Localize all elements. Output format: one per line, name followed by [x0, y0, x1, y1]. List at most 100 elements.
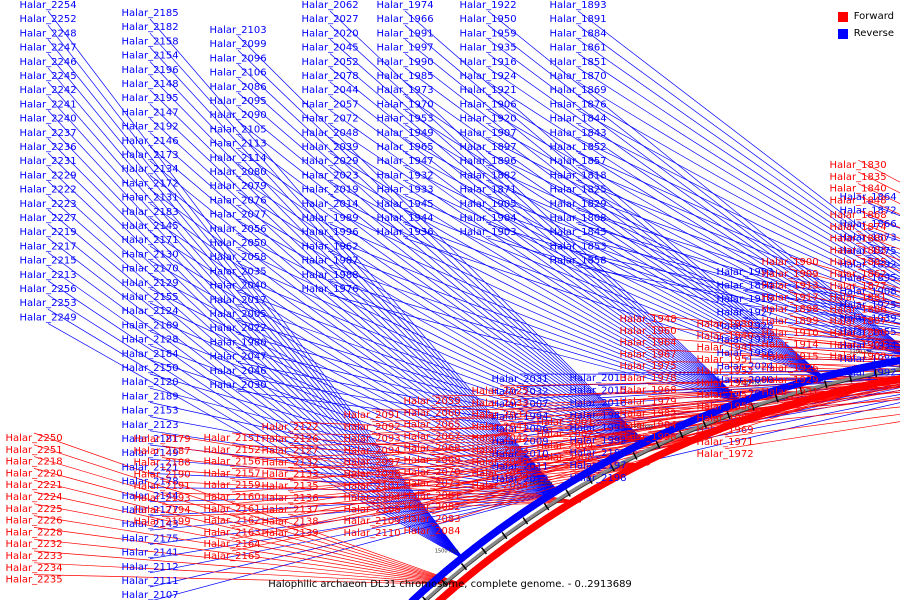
leader-line [577, 152, 900, 297]
leader-line [149, 491, 559, 545]
gene-label: Halar_2189 [121, 391, 178, 402]
gene-label: Halar_2139 [261, 528, 318, 539]
leader-line [724, 330, 900, 349]
leader-line [597, 370, 900, 374]
leader-line [329, 266, 744, 404]
gene-label: Halar_1944 [376, 213, 433, 224]
gene-label: Halar_2099 [209, 39, 266, 50]
gene-label: Halar_1920 [459, 114, 516, 125]
feature-tick [565, 489, 571, 497]
gene-label: Halar_2042 [471, 433, 528, 444]
gene-label: Halar_1945 [376, 199, 433, 210]
leader-line [744, 345, 900, 352]
gene-label: Halar_2005 [209, 309, 266, 320]
gene-label: Halar_1919 [716, 335, 773, 346]
gene-label: Halar_1921 [459, 85, 516, 96]
leader-line [47, 195, 465, 560]
gene-label: Halar_2103 [209, 25, 266, 36]
gene-label: Halar_2254 [19, 0, 76, 11]
gene-label: Halar_2232 [5, 539, 62, 550]
feature-tick [481, 547, 488, 555]
gene-label: Halar_1978 [619, 373, 676, 384]
gene-label: Halar_2086 [209, 82, 266, 93]
leader-line [404, 152, 826, 379]
gene-label: Halar_1976 [301, 284, 358, 295]
gene-label: Halar_1930 [696, 319, 753, 330]
feature-tick [609, 463, 615, 472]
gene-label: Halar_2027 [301, 14, 358, 25]
gene-label: Halar_1956 [716, 348, 773, 359]
feature-tick [632, 452, 638, 460]
leader-line [329, 181, 744, 404]
leader-line [329, 252, 744, 404]
gene-label: Halar_2033 [471, 398, 528, 409]
gene-label: Halar_1880 [829, 234, 886, 245]
gene-label: Halar_1927 [716, 308, 773, 319]
leader-line [499, 384, 900, 469]
gene-label: Halar_2164 [203, 539, 260, 550]
leader-line [789, 351, 900, 361]
gene-label: Halar_2248 [19, 28, 76, 39]
gene-label: Halar_2199 [133, 517, 190, 528]
gene-label: Halar_1992 [839, 368, 896, 379]
leader-line [33, 479, 465, 585]
leader-line [149, 316, 559, 493]
gene-label: Halar_1939 [839, 314, 896, 325]
gene-label: Halar_1881 [829, 293, 886, 304]
gene-label: Halar_2155 [121, 292, 178, 303]
gene-label: Halar_2222 [19, 185, 76, 196]
gene-label: Halar_2256 [19, 284, 76, 295]
gene-label: Halar_2184 [121, 349, 178, 360]
gene-label: Halar_2192 [121, 122, 178, 133]
leader-line [597, 398, 900, 461]
leader-line [597, 402, 900, 474]
gene-label: Halar_1941 [696, 343, 753, 354]
leader-line [33, 456, 465, 585]
gene-label: Halar_1974 [376, 0, 433, 11]
gene-label: Halar_2076 [209, 195, 266, 206]
gene-label: Halar_2149 [121, 448, 178, 459]
gene-label: Halar_2136 [261, 493, 318, 504]
leader-line [149, 345, 559, 493]
gene-label: Halar_2172 [121, 178, 178, 189]
leader-line [724, 384, 900, 391]
leader-line [149, 430, 559, 493]
leader-line [577, 24, 900, 262]
gene-label: Halar_2059 [403, 396, 460, 407]
gene-label: Halar_2101 [343, 481, 400, 492]
leader-line [329, 110, 744, 404]
gene-label: Halar_1960 [619, 326, 676, 337]
legend-reverse-label: Reverse [853, 28, 894, 39]
leader-line [577, 138, 900, 293]
gene-label: Halar_2160 [203, 492, 260, 503]
gene-label: Halar_1843 [549, 128, 606, 139]
gene-label: Halar_1884 [549, 28, 606, 39]
gene-label: Halar_1953 [376, 114, 433, 125]
leader-line [237, 135, 647, 444]
gene-label: Halar_2183 [121, 207, 178, 218]
gene-label: Halar_2113 [209, 139, 266, 150]
leader-line [329, 10, 744, 404]
gene-label: Halar_1829 [549, 199, 606, 210]
leader-line [237, 362, 647, 444]
leader-line [149, 103, 559, 493]
gene-label: Halar_1932 [376, 170, 433, 181]
gene-label: Halar_2220 [5, 468, 62, 479]
gene-label: Halar_1950 [459, 14, 516, 25]
gene-label: Halar_2043 [471, 445, 528, 456]
gene-label: Halar_1983 [569, 411, 626, 422]
leader-line [237, 177, 647, 444]
feature-tick [543, 502, 550, 511]
gene-label: Halar_2129 [121, 278, 178, 289]
gene-label: Halar_2015 [569, 386, 626, 397]
gene-glyph [893, 373, 900, 384]
gene-label: Halar_2106 [209, 68, 266, 79]
leader-line [161, 469, 581, 503]
leader-line [724, 365, 900, 371]
leader-line [237, 35, 647, 444]
gene-label: Halar_1858 [549, 256, 606, 267]
gene-label: Halar_2084 [403, 526, 460, 537]
gene-label: Halar_2111 [121, 576, 178, 587]
leader-line [237, 49, 647, 444]
gene-label: Halar_1875 [839, 246, 896, 257]
